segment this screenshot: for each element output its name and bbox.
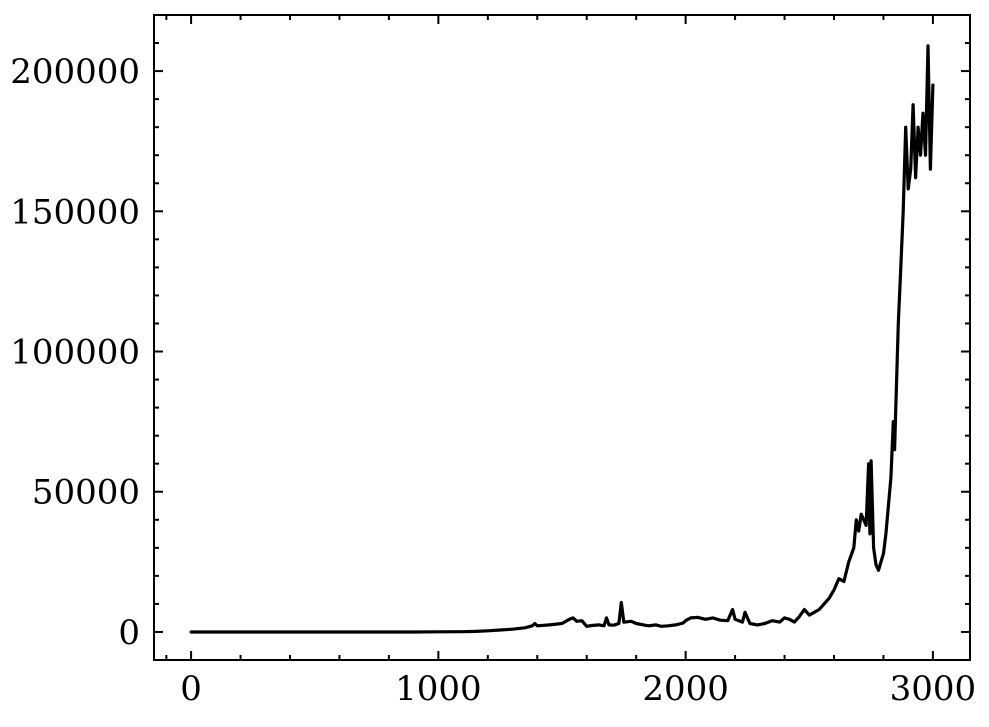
y-tick-label: 0	[118, 613, 140, 653]
y-tick-label: 200000	[10, 52, 140, 92]
y-tick-label: 50000	[32, 473, 140, 513]
x-tick-label: 1000	[395, 669, 482, 709]
y-tick-label: 100000	[10, 333, 140, 373]
series-line	[189, 44, 935, 634]
series-layer	[189, 44, 935, 634]
tick-labels: 0 1000 2000 3000 0 50000 100000 150000 200000	[10, 52, 976, 709]
x-tick-label: 2000	[642, 669, 729, 709]
y-tick-label: 150000	[10, 192, 140, 232]
x-tick-label: 3000	[890, 669, 977, 709]
x-tick-label: 0	[180, 669, 202, 709]
plot-frame	[153, 14, 971, 661]
